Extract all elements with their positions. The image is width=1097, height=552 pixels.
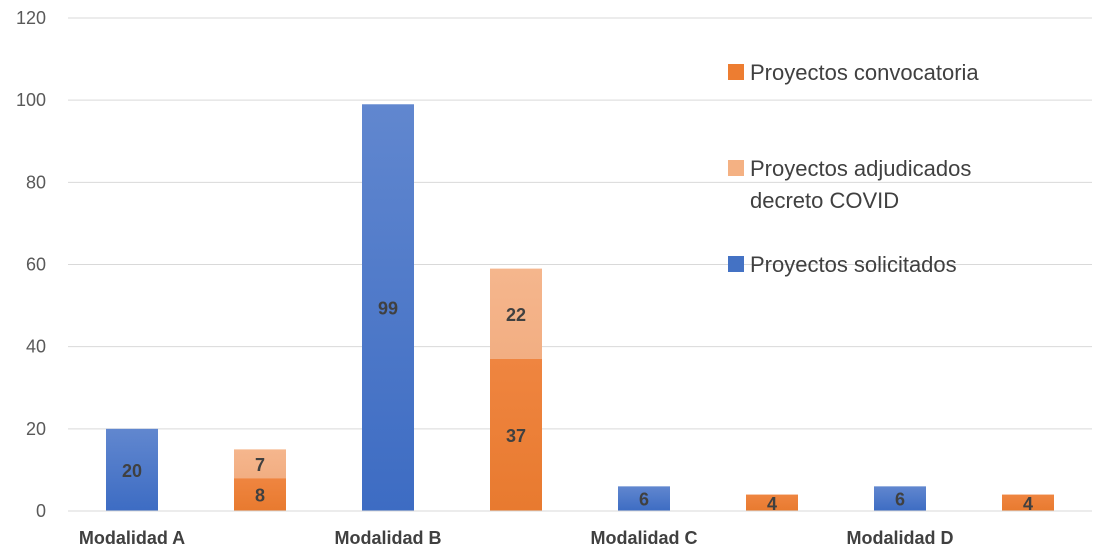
bar-data-label: 6 [895, 490, 905, 510]
y-tick-label: 20 [26, 419, 46, 439]
bar-data-label: 8 [255, 486, 265, 506]
legend-label: Proyectos convocatoria [750, 60, 979, 85]
bar-segment [874, 486, 926, 511]
x-category-label: Modalidad C [591, 528, 698, 548]
y-tick-label: 80 [26, 172, 46, 192]
bar-data-label: 20 [122, 461, 142, 481]
legend-entry: Proyectos solicitados [728, 252, 957, 277]
bar-segment [490, 358, 542, 511]
y-tick-label: 100 [16, 90, 46, 110]
legend-label: Proyectos solicitados [750, 252, 957, 277]
legend-entry: Proyectos convocatoria [728, 60, 979, 85]
legend-swatch [728, 160, 744, 176]
x-category-label: Modalidad A [79, 528, 185, 548]
legend-swatch [728, 64, 744, 80]
bar-segment [362, 104, 414, 512]
bar-data-label: 7 [255, 455, 265, 475]
bar-data-label: 4 [1023, 494, 1033, 514]
y-tick-label: 0 [36, 501, 46, 521]
bar-segment [234, 478, 286, 511]
legend: Proyectos convocatoria Proyectos adjudica… [728, 60, 979, 277]
bar-segment [1002, 494, 1054, 511]
gridlines [68, 17, 1092, 512]
bar-segment [234, 449, 286, 479]
bars [106, 104, 1054, 512]
bar-segment [746, 494, 798, 511]
x-category-label: Modalidad D [847, 528, 954, 548]
bar-data-label: 4 [767, 494, 777, 514]
axes: 0 20 40 60 80 100 120 Modalidad A Modalidad B Mod… [16, 8, 1092, 548]
bar-segment [106, 428, 158, 511]
bar-data-label: 99 [378, 299, 398, 319]
data-labels: 20 8 7 99 37 22 6 4 6 4 [122, 299, 1033, 514]
y-tick-label: 60 [26, 255, 46, 275]
bar-data-label: 22 [506, 305, 526, 325]
bar-data-label: 37 [506, 426, 526, 446]
bar-segment [618, 486, 670, 511]
legend-swatch [728, 256, 744, 272]
y-tick-label: 40 [26, 337, 46, 357]
bar-segment [490, 268, 542, 359]
bar-data-label: 6 [639, 490, 649, 510]
legend-entry: Proyectos adjudicados decreto COVID [728, 156, 971, 213]
legend-label: decreto COVID [750, 188, 899, 213]
y-tick-label: 120 [16, 8, 46, 28]
x-category-label: Modalidad B [335, 528, 442, 548]
legend-label: Proyectos adjudicados [750, 156, 971, 181]
